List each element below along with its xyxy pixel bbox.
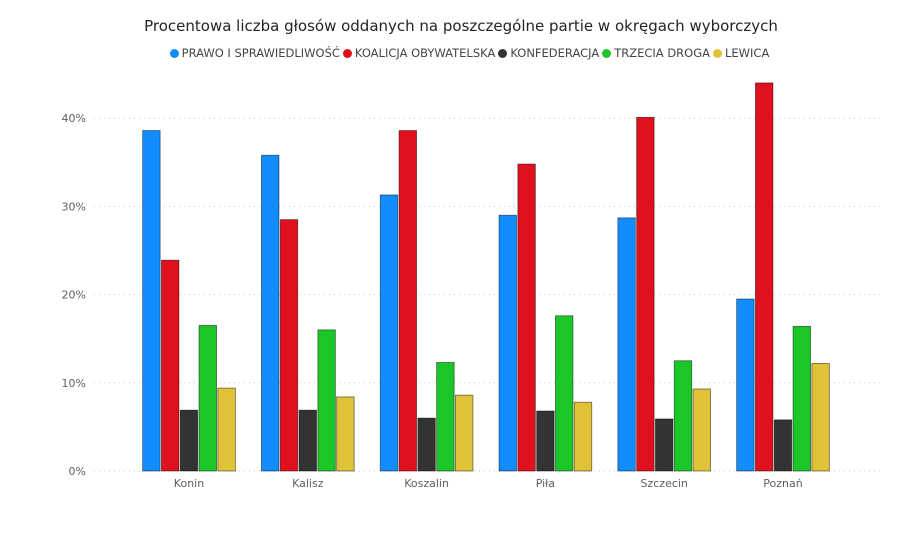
legend-label: KONFEDERACJA — [510, 46, 600, 60]
bar-poznan-konfederacja[interactable] — [773, 419, 793, 472]
bar-poznan-trzecia-droga[interactable] — [792, 325, 811, 472]
y-tick-label: 40% — [62, 112, 86, 125]
legend-item-lewica[interactable]: LEWICA — [713, 46, 769, 60]
legend-marker — [713, 48, 722, 58]
bar-kalisz-lewica[interactable] — [336, 396, 355, 472]
bar-koszalin-koalicja-obywatelska[interactable] — [398, 130, 417, 472]
y-axis: 0% 10% 20% 30% 40% — [62, 112, 86, 478]
bar-koszalin-lewica[interactable] — [455, 394, 474, 472]
legend-item-trzecia-droga[interactable]: TRZECIA DROGA — [602, 46, 710, 60]
bar-szczecin-trzecia-droga[interactable] — [673, 360, 693, 472]
legend-label: PRAWO I SPRAWIEDLIWOŚĆ — [181, 46, 340, 60]
bar-szczecin-lewica[interactable] — [692, 388, 711, 472]
bar-pila-lewica[interactable] — [573, 401, 593, 472]
legend-item-konfederacja[interactable]: KONFEDERACJA — [498, 46, 599, 60]
bars — [142, 82, 830, 472]
bar-pila-trzecia-droga[interactable] — [555, 315, 574, 472]
bar-koszalin-konfederacja[interactable] — [417, 417, 436, 472]
bar-kalisz-trzecia-droga[interactable] — [317, 329, 336, 472]
bar-poznan-koalicja-obywatelska[interactable] — [755, 82, 774, 472]
legend-marker — [169, 48, 179, 58]
bar-poznan-prawo-i-sprawiedliwosc[interactable] — [736, 298, 755, 472]
bar-koszalin-trzecia-droga[interactable] — [436, 362, 455, 472]
bar-pila-prawo-i-sprawiedliwosc[interactable] — [498, 214, 517, 472]
bar-konin-lewica[interactable] — [217, 387, 236, 472]
x-tick-label: Piła — [536, 477, 555, 490]
x-tick-label: Konin — [174, 477, 204, 490]
bar-szczecin-konfederacja[interactable] — [655, 418, 674, 472]
bar-koszalin-prawo-i-sprawiedliwosc[interactable] — [379, 194, 399, 472]
legend-label: TRZECIA DROGA — [614, 46, 710, 60]
bar-konin-koalicja-obywatelska[interactable] — [161, 259, 180, 472]
bar-konin-trzecia-droga[interactable] — [198, 325, 217, 472]
bar-konin-konfederacja[interactable] — [179, 409, 199, 472]
x-axis: Konin Kalisz Koszalin Piła Szczecin Poznań — [174, 477, 803, 490]
bar-kalisz-prawo-i-sprawiedliwosc[interactable] — [261, 154, 280, 472]
legend-marker — [342, 48, 352, 58]
x-tick-label: Kalisz — [292, 477, 324, 490]
legend-marker — [498, 48, 508, 58]
x-tick-label: Koszalin — [404, 477, 449, 490]
bar-szczecin-prawo-i-sprawiedliwosc[interactable] — [617, 217, 636, 472]
legend-item-koalicja-obywatelska[interactable]: KOALICJA OBYWATELSKA — [342, 46, 496, 60]
x-tick-label: Szczecin — [640, 477, 687, 490]
y-tick-label: 10% — [62, 377, 86, 390]
legend: PRAWO I SPRAWIEDLIWOŚĆ KOALICJA OBYWATELS… — [0, 46, 922, 60]
y-tick-label: 20% — [62, 289, 86, 302]
chart-title: Procentowa liczba głosów oddanych na pos… — [144, 17, 778, 35]
y-tick-label: 0% — [69, 465, 86, 478]
legend-item-prawo-i-sprawiedliwosc[interactable]: PRAWO I SPRAWIEDLIWOŚĆ — [169, 46, 340, 60]
bar-poznan-lewica[interactable] — [811, 362, 830, 472]
legend-label: KOALICJA OBYWATELSKA — [354, 46, 496, 60]
legend-label: LEWICA — [725, 46, 770, 60]
bar-pila-konfederacja[interactable] — [536, 410, 555, 472]
bar-pila-koalicja-obywatelska[interactable] — [517, 163, 536, 472]
bar-konin-prawo-i-sprawiedliwosc[interactable] — [142, 130, 161, 472]
y-tick-label: 30% — [62, 200, 86, 213]
legend-marker — [602, 48, 612, 58]
bar-kalisz-koalicja-obywatelska[interactable] — [279, 219, 299, 472]
bar-szczecin-koalicja-obywatelska[interactable] — [636, 116, 655, 472]
x-tick-label: Poznań — [763, 477, 802, 490]
bar-kalisz-konfederacja[interactable] — [298, 409, 317, 472]
